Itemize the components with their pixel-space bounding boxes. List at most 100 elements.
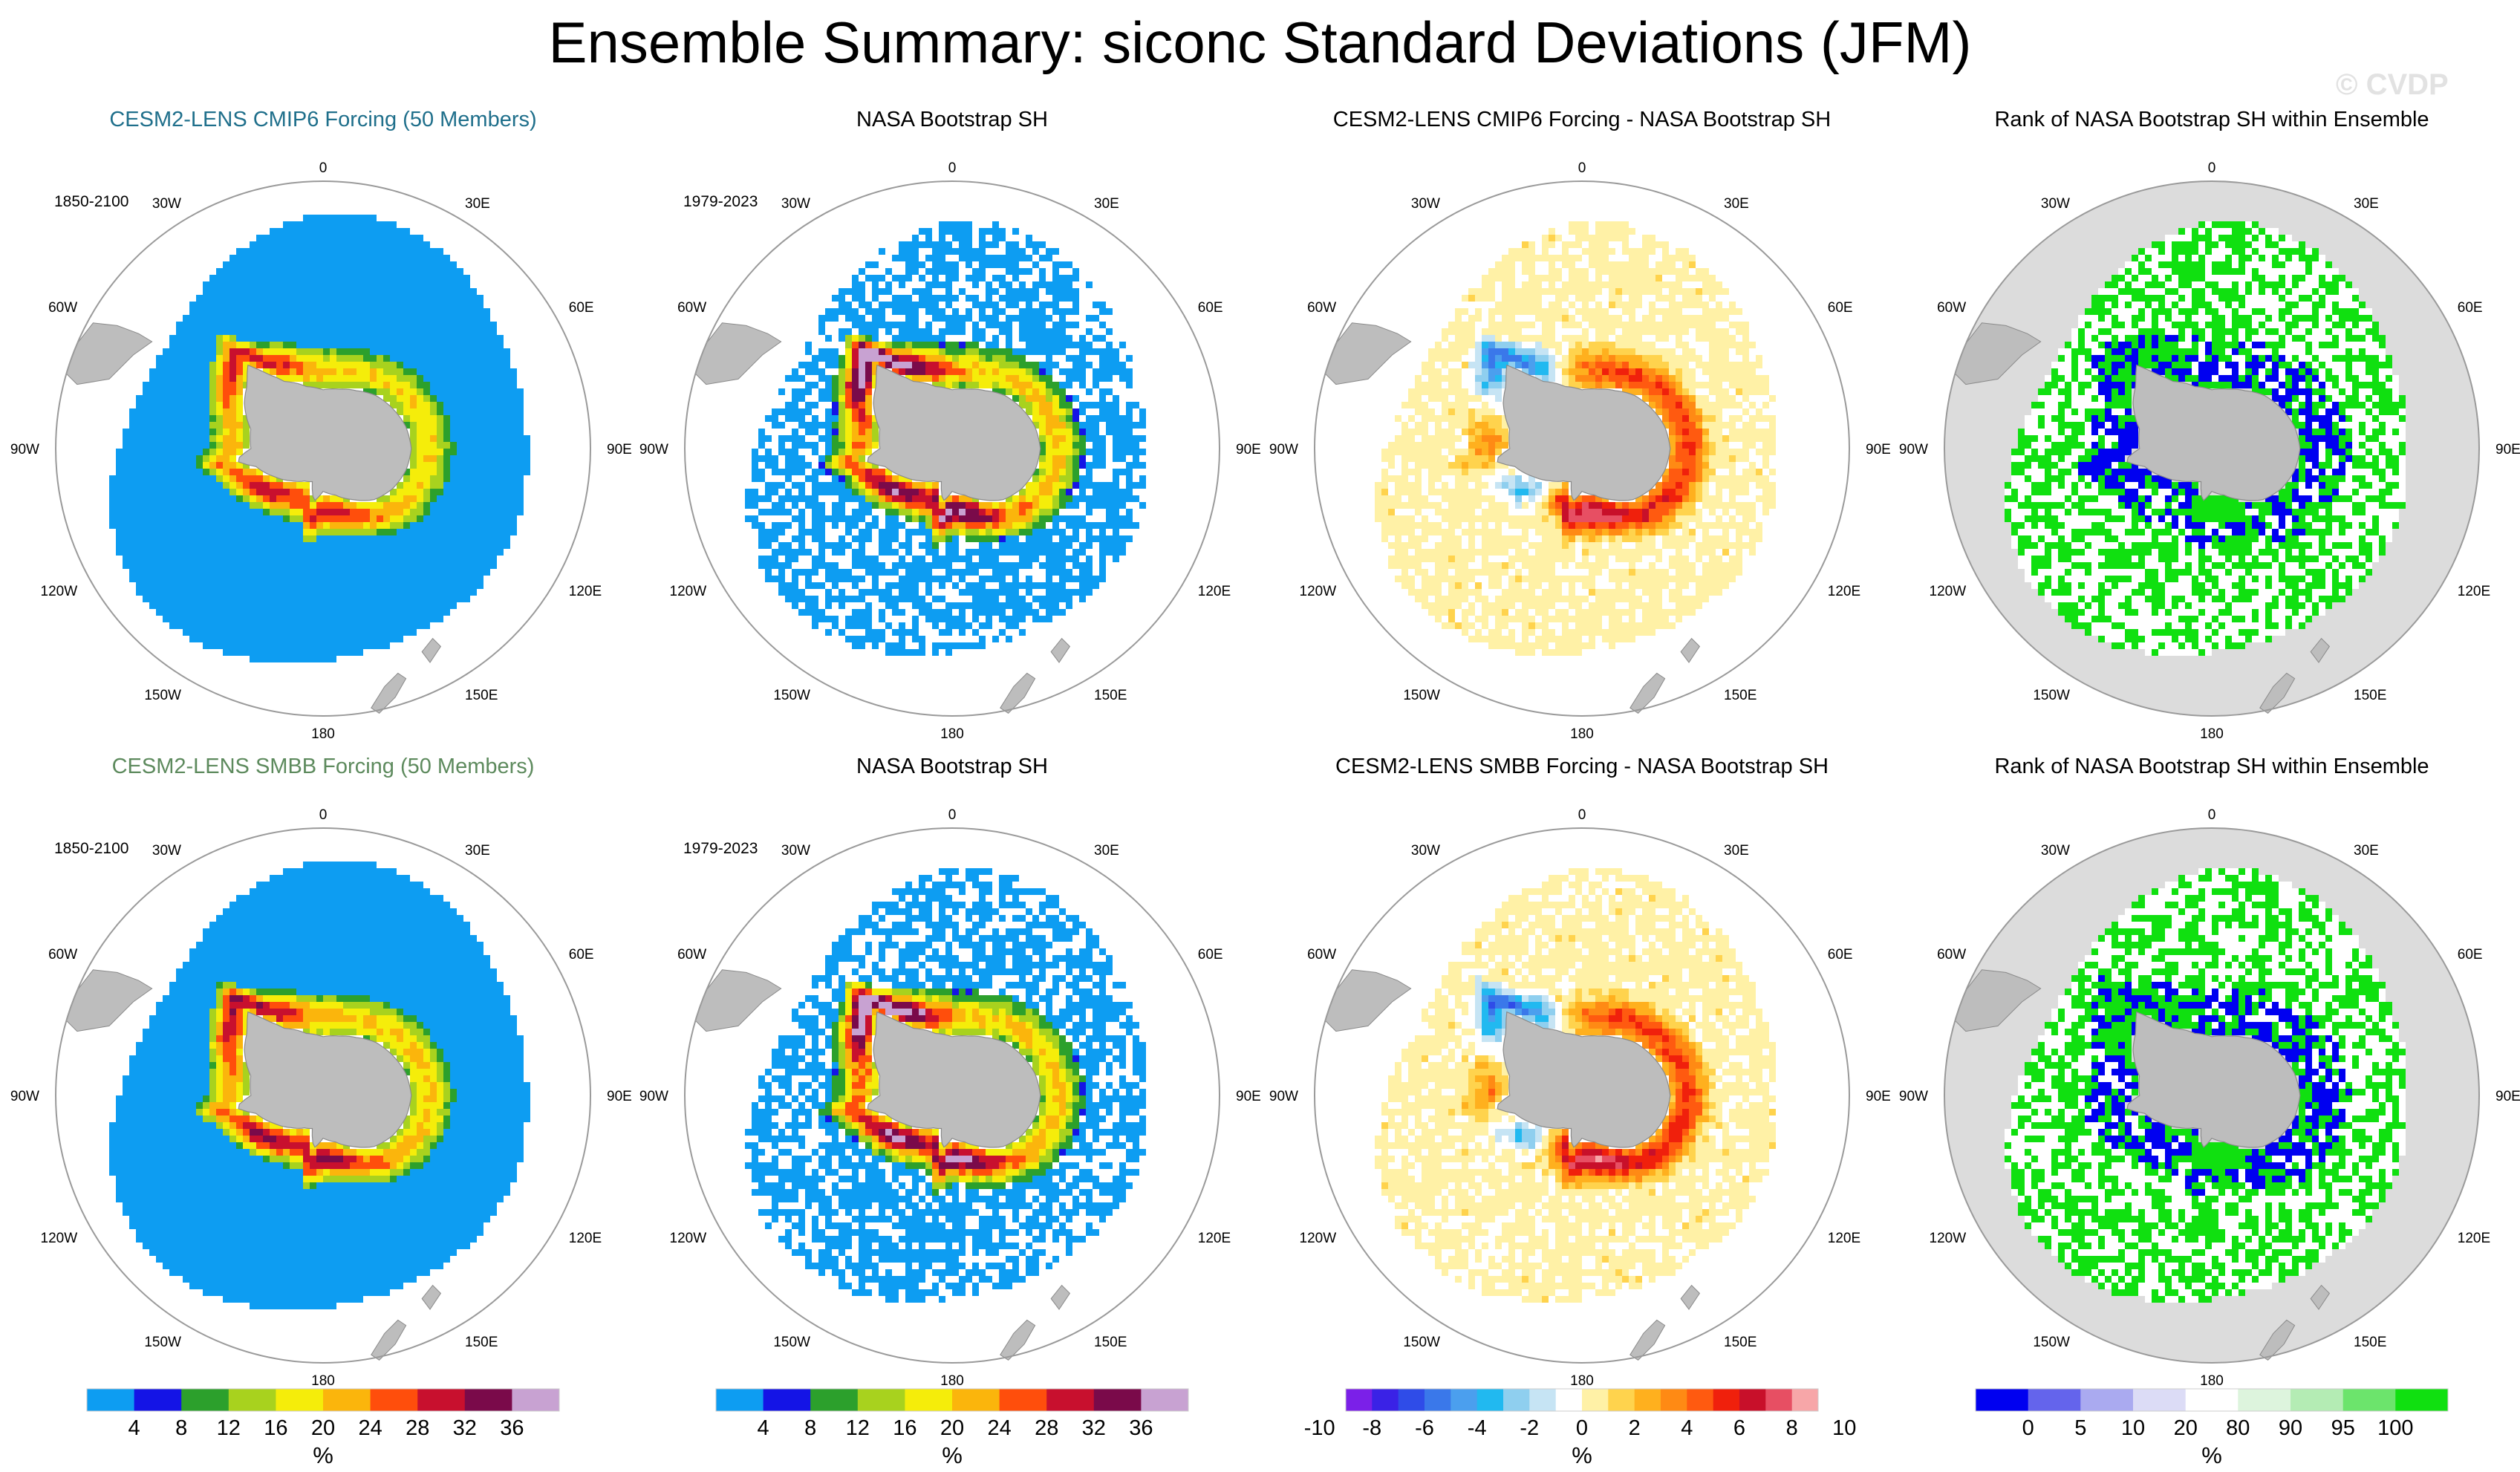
- colorbar-tick-label: 0: [1576, 1416, 1588, 1440]
- longitude-label: 30E: [1724, 843, 1749, 859]
- longitude-label: 90W: [1899, 1089, 1928, 1104]
- colorbar-unit: %: [942, 1442, 963, 1468]
- colorbar-swatch: [181, 1389, 229, 1411]
- panel-r0-c1: NASA Bootstrap SH 0 30E 60E 90E 120E 150E 180 15…: [639, 108, 1261, 742]
- colorbar-outline: [1975, 1388, 2449, 1412]
- south-america-landmass: [689, 969, 782, 1032]
- longitude-label: 120W: [1300, 584, 1337, 599]
- heatmap-color-layer: [1488, 1002, 1515, 1009]
- longitude-label: 60E: [2458, 300, 2483, 316]
- longitude-label: 120E: [2458, 584, 2490, 599]
- cvdp-watermark: © CVDP: [2336, 68, 2449, 101]
- colorbar-tick-label: 20: [311, 1416, 335, 1440]
- longitude-label: 60W: [1307, 947, 1336, 963]
- colorbar-swatch: [999, 1389, 1047, 1411]
- longitude-label: 90E: [2495, 442, 2520, 457]
- longitude-label: 30E: [1724, 196, 1749, 212]
- colorbar-swatch: [2028, 1389, 2081, 1411]
- antarctica-landmass: [1497, 1011, 1671, 1148]
- longitude-label: 180: [2200, 726, 2224, 742]
- colorbar-swatch: [1398, 1389, 1425, 1411]
- heatmap-color-layer: [852, 995, 972, 1162]
- longitude-label: 180: [1570, 726, 1594, 742]
- antarctica-landmass: [2126, 364, 2301, 501]
- colorbar-swatch: [512, 1389, 560, 1411]
- colorbar-swatch: [1634, 1389, 1661, 1411]
- longitude-label: 150E: [1094, 688, 1127, 703]
- period-label: 1979-2023: [683, 193, 758, 210]
- longitude-label: 150E: [2354, 688, 2386, 703]
- longitude-label: 0: [948, 807, 957, 823]
- tasmania-landmass: [421, 1284, 442, 1310]
- panel-title: CESM2-LENS CMIP6 Forcing - NASA Bootstra…: [1333, 108, 1831, 131]
- colorbar-tick-label: 16: [264, 1416, 287, 1440]
- colorbar-swatch: [228, 1389, 276, 1411]
- colorbar-1: 4 8 12 16 20 24 28 32 36%: [715, 1388, 1189, 1468]
- colorbar-tick-label: 10: [2121, 1416, 2145, 1440]
- longitude-label: 120E: [1828, 584, 1860, 599]
- polar-frame: [55, 180, 591, 717]
- heatmap-color-layer: [2078, 335, 2352, 549]
- longitude-label: 120W: [1930, 1231, 1967, 1246]
- antarctica-landmass: [1497, 364, 1671, 501]
- heatmap-color-layer: [1482, 342, 1549, 495]
- colorbar-tick-label: 28: [406, 1416, 429, 1440]
- panel-title: NASA Bootstrap SH: [856, 755, 1048, 778]
- longitude-label: 90W: [10, 442, 39, 457]
- colorbar-tick-label: 90: [2279, 1416, 2302, 1440]
- longitude-label: 120E: [569, 584, 602, 599]
- longitude-label: 0: [2208, 807, 2216, 823]
- longitude-label: 30E: [1094, 196, 1119, 212]
- heatmap-color-layer: [1482, 989, 1549, 1142]
- longitude-label: 180: [311, 726, 335, 742]
- longitude-label: 150E: [1094, 1335, 1127, 1350]
- main-title: Ensemble Summary: siconc Standard Deviat…: [548, 10, 1972, 75]
- longitude-label: 150E: [465, 688, 498, 703]
- heatmap-color-layer: [216, 348, 383, 529]
- polar-frame: [684, 827, 1220, 1364]
- heatmap-color-layer: [203, 989, 443, 1182]
- colorbar-tick-label: 28: [1035, 1416, 1058, 1440]
- longitude-label: 180: [1570, 1373, 1594, 1389]
- longitude-label: 150W: [2033, 1335, 2070, 1350]
- colorbar-swatch: [810, 1389, 859, 1411]
- panel-title: CESM2-LENS CMIP6 Forcing (50 Members): [109, 108, 536, 131]
- longitude-label: 0: [1578, 807, 1586, 823]
- heatmap-color-layer: [1482, 982, 1555, 1149]
- longitude-label: 0: [319, 160, 328, 176]
- colorbar-tick-label: 4: [128, 1416, 140, 1440]
- longitude-label: 150W: [144, 688, 181, 703]
- colorbar-tick-label: 4: [758, 1416, 769, 1440]
- colorbar-swatch: [1425, 1389, 1451, 1411]
- heatmap-cells: [1375, 221, 1776, 656]
- longitude-label: 60E: [569, 300, 594, 316]
- colorbar-tick-label: 24: [987, 1416, 1011, 1440]
- longitude-label: 30W: [152, 843, 181, 859]
- longitude-label: 120W: [670, 1231, 707, 1246]
- colorbar-tick-label: 36: [500, 1416, 524, 1440]
- colorbar-tick-label: 10: [1832, 1416, 1856, 1440]
- heatmap-color-layer: [1381, 235, 1762, 629]
- heatmap-color-layer: [2005, 221, 2406, 656]
- colorbar-swatch: [716, 1389, 764, 1411]
- panel-title: Rank of NASA Bootstrap SH within Ensembl…: [1994, 108, 2429, 131]
- longitude-label: 90W: [1899, 442, 1928, 457]
- longitude-label: 120W: [1300, 1231, 1337, 1246]
- colorbar-swatch: [2291, 1389, 2344, 1411]
- south-america-landmass: [1319, 969, 1412, 1032]
- longitude-label: 30W: [781, 196, 810, 212]
- longitude-label: 90E: [607, 442, 632, 457]
- polar-frame: [1314, 827, 1850, 1364]
- new-zealand-landmass: [2259, 672, 2296, 714]
- heatmap-cells: [745, 221, 1146, 656]
- colorbar-swatch: [134, 1389, 182, 1411]
- heatmap-color-layer: [845, 348, 999, 529]
- longitude-label: 60E: [1828, 300, 1853, 316]
- longitude-label: 120E: [1198, 1231, 1231, 1246]
- longitude-label: 90W: [1269, 442, 1298, 457]
- colorbar-tick-label: 32: [1082, 1416, 1106, 1440]
- period-label: 1850-2100: [54, 840, 128, 857]
- colorbar-swatch: [1582, 1389, 1609, 1411]
- south-america-landmass: [1949, 969, 2042, 1032]
- longitude-label: 0: [319, 807, 328, 823]
